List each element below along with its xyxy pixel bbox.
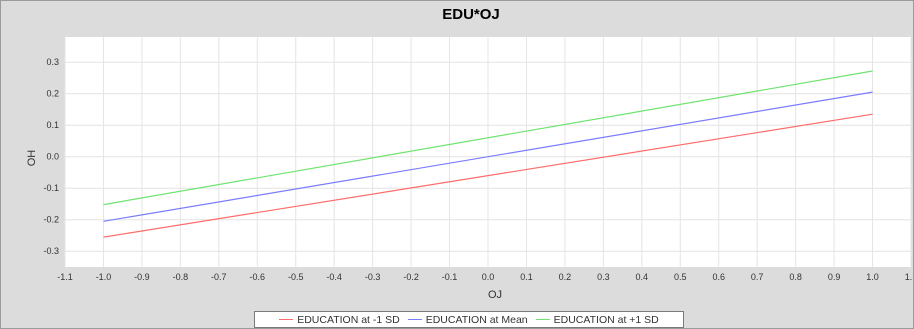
x-tick-label: -0.3	[365, 272, 381, 282]
x-tick-label: -0.1	[442, 272, 458, 282]
x-tick-label: 0.1	[520, 272, 533, 282]
y-tick-label: 0.2	[46, 89, 59, 99]
x-tick-label: 0.0	[482, 272, 495, 282]
legend-label-minus-1sd: EDUCATION at -1 SD	[297, 313, 400, 326]
x-tick-label: 1.1	[905, 272, 913, 282]
x-tick-label: 0.6	[712, 272, 725, 282]
x-tick-label: 0.2	[559, 272, 572, 282]
series-line-1	[103, 91, 873, 222]
x-tick-label: -0.9	[134, 272, 150, 282]
x-tick-label: 0.5	[674, 272, 687, 282]
y-tick-label: -0.3	[43, 246, 59, 256]
x-tick-label: 0.7	[751, 272, 764, 282]
x-tick-label: -1.1	[57, 272, 73, 282]
chart-title: EDU*OJ	[442, 6, 500, 23]
legend-swatch-mean	[407, 319, 422, 320]
x-tick-label: -1.0	[96, 272, 112, 282]
x-tick-label: 0.3	[597, 272, 610, 282]
y-tick-label: 0.1	[46, 120, 59, 130]
x-tick-label: -0.7	[211, 272, 227, 282]
grid-layer	[64, 37, 912, 267]
y-tick-label: 0.0	[46, 152, 59, 162]
legend-swatch-plus-1sd	[535, 319, 550, 320]
series-line-0	[103, 113, 873, 238]
legend-label-plus-1sd: EDUCATION at +1 SD	[553, 313, 659, 326]
x-tick-labels: -1.1 -1.0 -0.9 -0.8 -0.7 -0.6 -0.5 -0.4 -0.3 -0.2…	[57, 272, 913, 282]
y-axis-title: OH	[26, 150, 38, 167]
x-tick-label: -0.8	[173, 272, 189, 282]
series-line-2	[103, 70, 873, 206]
series-layer	[103, 70, 873, 238]
x-tick-label: -0.2	[403, 272, 419, 282]
x-tick-label: 0.8	[789, 272, 802, 282]
legend-item-plus-1sd: EDUCATION at +1 SD	[535, 313, 659, 326]
legend-item-mean: EDUCATION at Mean	[407, 313, 528, 326]
x-tick-label: -0.6	[250, 272, 266, 282]
legend-label-mean: EDUCATION at Mean	[425, 313, 528, 326]
y-tick-label: 0.3	[46, 57, 59, 67]
x-axis-title: OJ	[488, 289, 502, 301]
x-tick-label: -0.5	[288, 272, 304, 282]
legend-item-minus-1sd: EDUCATION at -1 SD	[279, 314, 400, 326]
legend: EDUCATION at -1 SD EDUCATION at Mean EDU…	[254, 311, 684, 328]
x-tick-label: 0.9	[828, 272, 841, 282]
y-tick-label: -0.1	[43, 183, 59, 193]
x-tick-label: -0.4	[326, 272, 342, 282]
legend-swatch-minus-1sd	[279, 319, 294, 320]
x-tick-label: 1.0	[866, 272, 879, 282]
x-tick-label: 0.4	[636, 272, 649, 282]
y-tick-labels: -0.3 -0.2 -0.1 0.0 0.1 0.2 0.3	[43, 57, 59, 256]
y-tick-label: -0.2	[43, 215, 59, 225]
